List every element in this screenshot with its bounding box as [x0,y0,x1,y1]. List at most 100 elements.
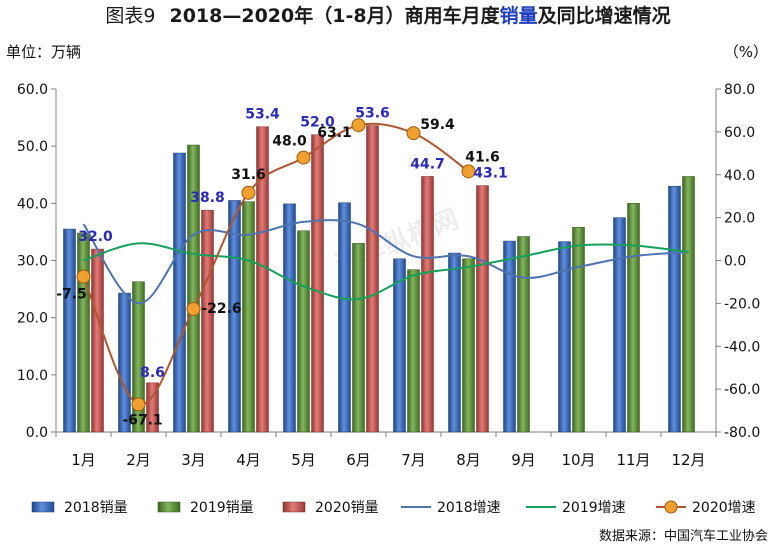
bar-2020销量 [201,209,214,433]
right-tick-label: 40.0 [724,168,755,184]
line-2019增速 [83,242,689,301]
bar-data-label: 44.7 [410,156,445,172]
legend-label: 2019销量 [190,500,254,516]
marker-2020增速 [241,185,256,200]
marker-2020增速 [351,118,366,133]
bar-data-label: 52.0 [300,115,335,131]
legend-label: 2018销量 [64,500,128,516]
line-data-label: 48.0 [272,134,307,150]
bar-2018销量 [448,252,461,433]
chart-title-main: 2018—2020年（1-8月）商用车月度 [169,4,500,27]
bar-2018销量 [558,241,571,433]
left-tick-label: 60.0 [17,82,48,98]
marker-2020增速 [131,397,146,412]
right-tick-label: -80.0 [724,425,760,441]
right-tick-label: -20.0 [724,296,760,312]
bar-2019销量 [462,258,475,433]
legend-swatch-2019销量 [157,501,181,513]
bar-2019销量 [242,201,255,433]
bar-2020销量 [311,134,324,433]
legend-swatch-2020销量 [282,501,306,513]
bar-2019销量 [187,144,200,433]
chart-title-prefix: 图表9 [105,5,155,27]
right-tick-label: 60.0 [724,125,755,141]
line-data-label: 59.4 [420,117,455,133]
legend-marker-2020增速 [664,500,678,514]
bar-2020销量 [476,185,489,433]
bar-data-label: 32.0 [78,229,113,245]
legend-label: 2020增速 [692,500,756,516]
right-tick-label: 80.0 [724,82,755,98]
bar-2019销量 [407,269,420,433]
plot-area: 0.0 10.0 20.0 30.0 40.0 50.0 60.0 -80.0 -60.0 -40… [17,82,760,469]
right-tick-label: -40.0 [724,339,760,355]
legend-label: 2020销量 [315,500,379,516]
bar-2018销量 [173,152,186,433]
legend-label: 2018增速 [437,500,501,516]
bar-2018销量 [338,202,351,433]
x-tick-label: 5月 [291,451,316,469]
marker-2020增速 [461,164,476,179]
line-data-label: 63.1 [317,125,352,141]
left-tick-label: 30.0 [17,254,48,270]
left-tick-label: 20.0 [17,311,48,327]
x-tick-label: 10月 [561,451,595,469]
legend-swatch-2018销量 [31,501,55,513]
bar-2018销量 [668,185,681,433]
chart-title-suffix: 及同比增速情况 [538,4,671,27]
bar-2018销量 [283,203,296,433]
bar-2019销量 [517,236,530,433]
x-tick-label: 4月 [236,451,261,469]
bar-2018销量 [393,258,406,433]
line-data-label: 31.6 [231,167,266,183]
x-tick-label: 12月 [671,451,705,469]
right-tick-label: 20.0 [724,211,755,227]
left-tick-label: 0.0 [26,425,48,441]
legend: 2018销量 2019销量 2020销量 2018增速 2019增速 2020增速 [31,500,756,516]
marker-2020增速 [406,126,421,141]
line-2018增速 [82,219,689,305]
bar-2018销量 [118,292,131,433]
bar-2020销量 [91,248,104,433]
legend-label: 2019增速 [562,500,626,516]
x-tick-label: 7月 [401,451,426,469]
line-data-label: 41.6 [465,149,500,165]
bar-2020销量 [146,382,159,433]
right-tick-label: 0.0 [724,254,746,270]
x-tick-label: 8月 [456,451,481,469]
x-tick-label: 11月 [616,451,650,469]
x-tick-label: 3月 [181,451,206,469]
bar-2018销量 [613,217,626,433]
bar-2019销量 [682,176,695,433]
left-axis-unit: 单位：万辆 [6,43,81,61]
bar-2020销量 [421,176,434,433]
x-tick-label: 9月 [511,451,536,469]
left-tick-label: 50.0 [17,139,48,155]
bar-data-label: 8.6 [140,365,165,381]
x-tick-label: 1月 [71,451,96,469]
x-tick-label: 2月 [126,451,151,469]
bar-2019销量 [627,203,640,433]
left-tick-label: 10.0 [17,368,48,384]
bar-2020销量 [366,125,379,433]
marker-2020增速 [186,301,201,316]
marker-2020增速 [296,150,311,165]
bar-2018销量 [503,240,516,433]
left-tick-label: 40.0 [17,196,48,212]
bar-2020销量 [256,126,269,433]
x-tick-label: 6月 [346,451,371,469]
bar-2019销量 [352,243,365,433]
chart-title: 图表9 2018—2020年（1-8月）商用车月度销量及同比增速情况 [105,4,670,27]
line-data-label: -67.1 [122,412,162,428]
bar-data-label: 53.6 [355,106,390,122]
marker-2020增速 [76,269,91,284]
source-note: 数据来源：中国汽车工业协会 [599,528,768,544]
line-data-label: -22.6 [201,301,241,317]
right-tick-label: -60.0 [724,382,760,398]
bar-2019销量 [132,281,145,433]
bar-2019销量 [572,227,585,433]
bar-2019销量 [77,232,90,433]
bar-2019销量 [297,230,310,433]
bar-data-label: 43.1 [473,166,508,182]
